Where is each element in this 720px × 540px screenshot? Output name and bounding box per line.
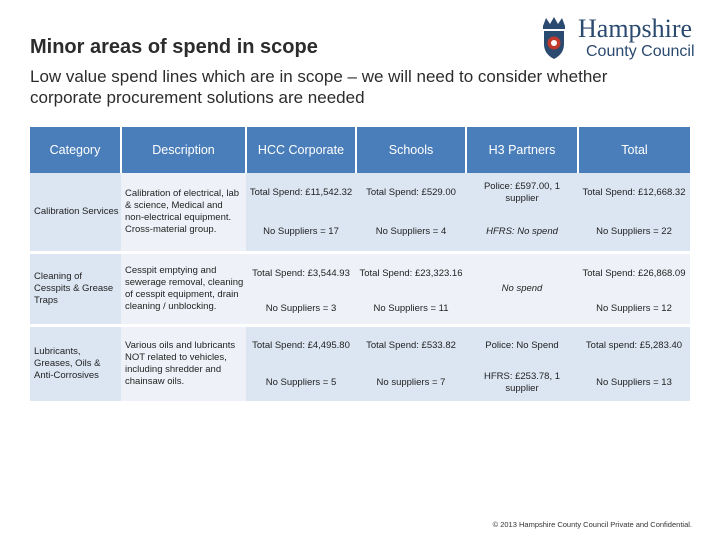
h3-hfrs-cell: HFRS: No spend bbox=[466, 213, 578, 251]
table-row: Cleaning of Cesspits & Grease Traps Cess… bbox=[30, 254, 690, 324]
total-suppliers-cell: No Suppliers = 13 bbox=[578, 365, 690, 401]
category-cell: Lubricants, Greases, Oils & Anti-Corrosi… bbox=[30, 327, 121, 401]
description-cell: Cesspit emptying and sewerage removal, c… bbox=[121, 254, 246, 324]
table-row: No Suppliers = 3 No Suppliers = 11 No Su… bbox=[30, 294, 690, 324]
copyright-footer: © 2013 Hampshire County Council Private … bbox=[492, 520, 692, 529]
hcc-suppliers-cell: No Suppliers = 17 bbox=[246, 213, 356, 251]
total-spend-cell: Total spend: £5,283.40 bbox=[578, 327, 690, 365]
spend-table: Category Description HCC Corporate Schoo… bbox=[30, 127, 690, 401]
total-suppliers-cell: No Suppliers = 12 bbox=[578, 294, 690, 324]
schools-spend-cell: Total Spend: £529.00 bbox=[356, 173, 466, 213]
schools-spend-cell: Total Spend: £23,323.16 bbox=[356, 254, 466, 294]
hcc-suppliers-cell: No Suppliers = 3 bbox=[246, 294, 356, 324]
hampshire-logo: Hampshire County Council bbox=[536, 14, 716, 64]
schools-suppliers-cell: No suppliers = 7 bbox=[356, 365, 466, 401]
hcc-suppliers-cell: No Suppliers = 5 bbox=[246, 365, 356, 401]
total-suppliers-cell: No Suppliers = 22 bbox=[578, 213, 690, 251]
schools-spend-cell: Total Spend: £533.82 bbox=[356, 327, 466, 365]
category-cell: Calibration Services bbox=[30, 173, 121, 251]
logo-text-county-council: County Council bbox=[586, 43, 695, 60]
description-cell: Various oils and lubricants NOT related … bbox=[121, 327, 246, 401]
column-header-category: Category bbox=[30, 127, 122, 173]
table-row: Lubricants, Greases, Oils & Anti-Corrosi… bbox=[30, 327, 690, 401]
crown-rose-icon bbox=[543, 17, 565, 59]
category-cell: Cleaning of Cesspits & Grease Traps bbox=[30, 254, 121, 324]
h3-hfrs-cell: HFRS: £253.78, 1 supplier bbox=[466, 365, 578, 401]
logo-text-hampshire: Hampshire bbox=[578, 14, 693, 43]
table-row: No Suppliers = 17 No Suppliers = 4 HFRS:… bbox=[30, 213, 690, 251]
table-row: No Suppliers = 5 No suppliers = 7 HFRS: … bbox=[30, 365, 690, 401]
column-header-hcc-corporate: HCC Corporate bbox=[246, 127, 357, 173]
page-subtitle: Low value spend lines which are in scope… bbox=[30, 67, 608, 107]
total-spend-cell: Total Spend: £12,668.32 bbox=[578, 173, 690, 213]
table-row: Calibration Services Calibration of elec… bbox=[30, 173, 690, 251]
h3-partners-cell: No spend bbox=[466, 254, 578, 324]
column-header-description: Description bbox=[121, 127, 247, 173]
schools-suppliers-cell: No Suppliers = 11 bbox=[356, 294, 466, 324]
column-header-schools: Schools bbox=[356, 127, 467, 173]
hcc-spend-cell: Total Spend: £11,542.32 bbox=[246, 173, 356, 213]
table-header-row: Category Description HCC Corporate Schoo… bbox=[30, 127, 690, 173]
hcc-spend-cell: Total Spend: £3,544.93 bbox=[246, 254, 356, 294]
page-title: Minor areas of spend in scope bbox=[30, 36, 318, 58]
column-header-h3-partners: H3 Partners bbox=[466, 127, 579, 173]
h3-police-cell: Police: No Spend bbox=[466, 327, 578, 365]
total-spend-cell: Total Spend: £26,868.09 bbox=[578, 254, 690, 294]
schools-suppliers-cell: No Suppliers = 4 bbox=[356, 213, 466, 251]
hcc-spend-cell: Total Spend: £4,495.80 bbox=[246, 327, 356, 365]
h3-police-cell: Police: £597.00, 1 supplier bbox=[466, 173, 578, 213]
description-cell: Calibration of electrical, lab & science… bbox=[121, 173, 246, 251]
column-header-total: Total bbox=[578, 127, 690, 173]
